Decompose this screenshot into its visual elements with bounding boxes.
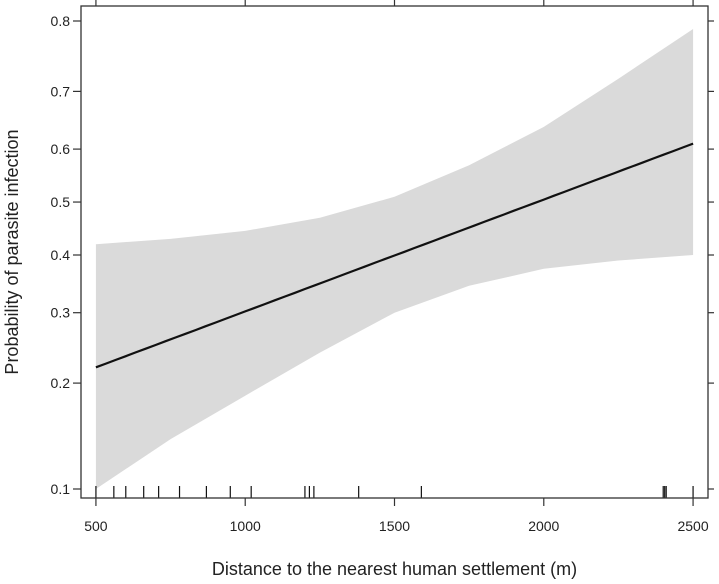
y-tick-label-1: 0.2 — [51, 375, 71, 391]
y-axis: 0.1 0.2 0.3 0.4 0.5 0.6 0.7 0.8 — [51, 13, 714, 497]
y-tick-label-0: 0.1 — [51, 481, 71, 497]
y-tick-label-6: 0.7 — [51, 83, 71, 99]
y-tick-label-7: 0.8 — [51, 13, 71, 29]
series-layer — [95, 142, 694, 369]
rug-layer — [95, 486, 694, 498]
y-tick-label-3: 0.4 — [51, 247, 71, 263]
y-tick-label-5: 0.6 — [51, 141, 71, 157]
y-tick-label-4: 0.5 — [51, 194, 71, 210]
y-tick-label-2: 0.3 — [51, 305, 71, 321]
x-tick-label-2: 1500 — [379, 518, 410, 534]
x-tick-label-1: 1000 — [230, 518, 261, 534]
x-tick-label-0: 500 — [84, 518, 108, 534]
x-tick-label-4: 2500 — [677, 518, 708, 534]
x-axis: 500 1000 1500 2000 2500 — [84, 0, 709, 534]
series-line-0 — [95, 142, 694, 369]
x-tick-label-3: 2000 — [528, 518, 559, 534]
x-axis-title: Distance to the nearest human settlement… — [212, 559, 577, 579]
y-axis-title: Probability of parasite infection — [2, 129, 22, 374]
confidence-band — [95, 29, 694, 489]
